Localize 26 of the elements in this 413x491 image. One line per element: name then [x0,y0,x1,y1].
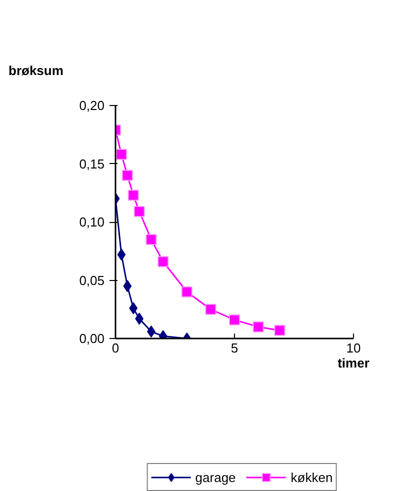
x-tick-label: 0 [112,340,120,356]
x-axis-title: timer [338,356,370,370]
point [205,304,216,315]
y-tick-label: 0,15 [79,156,105,172]
y-tick-label: 0,10 [79,214,105,230]
legend-label: køkken [290,470,333,484]
x-tick-label: 10 [346,340,361,356]
point [252,321,264,332]
point [229,314,240,326]
x-tick-label: 5 [230,340,238,356]
point [274,324,286,336]
legend-label: garage [195,470,236,484]
y-tick-label: 0,20 [79,98,105,113]
point [158,256,169,268]
point [123,280,132,292]
point [181,286,192,298]
point [117,248,126,261]
point [128,190,139,201]
y-tick-label: 0,00 [79,331,105,346]
y-axis-title: brøksum [8,63,64,78]
y-tick-label: 0,05 [79,272,105,288]
point [146,234,157,245]
point [134,206,145,218]
point [122,170,133,181]
point [116,148,127,160]
point [129,302,138,314]
